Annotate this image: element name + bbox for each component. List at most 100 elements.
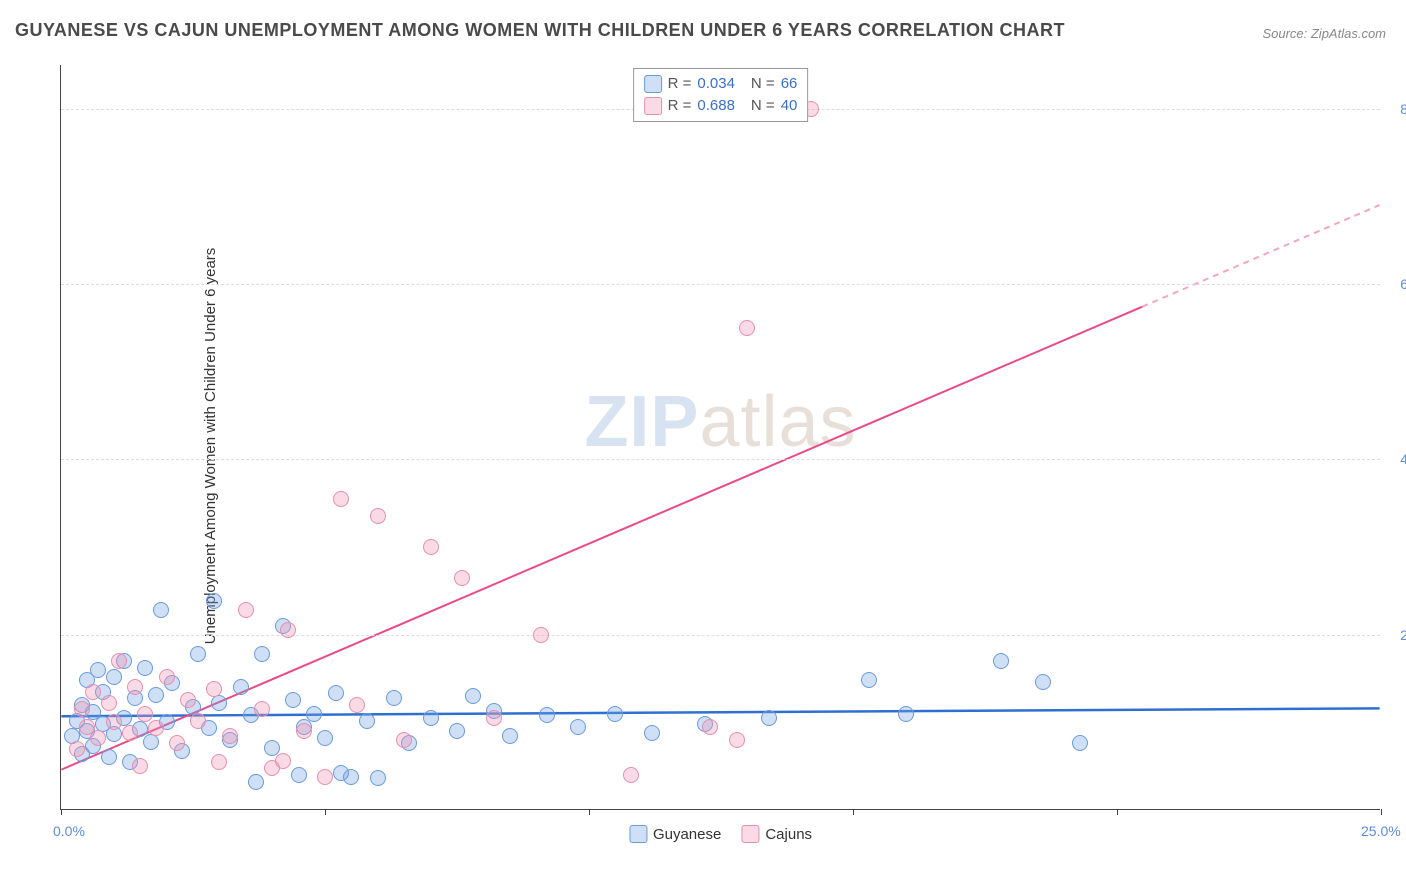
x-tick (1381, 809, 1382, 815)
legend-label: Cajuns (765, 826, 812, 843)
x-tick-label: 25.0% (1361, 823, 1401, 839)
zipatlas-watermark: ZIPatlas (584, 381, 856, 463)
scatter-point (317, 730, 333, 746)
scatter-point (85, 684, 101, 700)
scatter-point (333, 765, 349, 781)
scatter-point (90, 730, 106, 746)
scatter-point (306, 706, 322, 722)
legend-label: Guyanese (653, 826, 721, 843)
y-tick-label: 20.0% (1385, 627, 1406, 643)
scatter-point (206, 681, 222, 697)
scatter-point (148, 687, 164, 703)
scatter-point (74, 701, 90, 717)
legend-swatch (644, 97, 662, 115)
scatter-point (861, 672, 877, 688)
scatter-point (465, 688, 481, 704)
scatter-point (233, 679, 249, 695)
scatter-point (993, 653, 1009, 669)
scatter-point (291, 767, 307, 783)
y-tick-label: 40.0% (1385, 451, 1406, 467)
scatter-point (222, 728, 238, 744)
stats-legend-row: R =0.688 N = 40 (644, 95, 798, 117)
scatter-point (280, 622, 296, 638)
watermark-sub: atlas (699, 382, 856, 462)
scatter-point (533, 627, 549, 643)
chart-title: GUYANESE VS CAJUN UNEMPLOYMENT AMONG WOM… (15, 20, 1065, 41)
scatter-point (761, 710, 777, 726)
scatter-point (206, 593, 222, 609)
stats-legend: R =0.034 N = 66 R =0.688 N = 40 (633, 68, 809, 122)
scatter-point (898, 706, 914, 722)
x-tick (853, 809, 854, 815)
scatter-point (211, 695, 227, 711)
legend-swatch (741, 825, 759, 843)
r-value: 0.688 (697, 95, 735, 117)
scatter-point (238, 602, 254, 618)
scatter-point (254, 701, 270, 717)
scatter-point (623, 767, 639, 783)
scatter-point (396, 732, 412, 748)
scatter-point (702, 719, 718, 735)
scatter-point (423, 710, 439, 726)
r-label: R = (668, 73, 692, 95)
scatter-point (275, 753, 291, 769)
scatter-point (190, 646, 206, 662)
scatter-point (644, 725, 660, 741)
scatter-point (729, 732, 745, 748)
scatter-point (180, 692, 196, 708)
scatter-point (1035, 674, 1051, 690)
source-attribution: Source: ZipAtlas.com (1262, 26, 1386, 41)
scatter-point (69, 741, 85, 757)
scatter-point (486, 710, 502, 726)
legend-item: Guyanese (629, 825, 721, 843)
scatter-point (285, 692, 301, 708)
legend-item: Cajuns (741, 825, 812, 843)
stats-legend-row: R =0.034 N = 66 (644, 73, 798, 95)
scatter-point (359, 713, 375, 729)
n-label: N = (751, 95, 775, 117)
r-value: 0.034 (697, 73, 735, 95)
scatter-point (211, 754, 227, 770)
scatter-point (137, 706, 153, 722)
watermark-main: ZIP (584, 382, 699, 462)
gridline (61, 635, 1380, 636)
legend-swatch (644, 75, 662, 93)
scatter-point (370, 770, 386, 786)
scatter-point (539, 707, 555, 723)
y-tick-label: 80.0% (1385, 101, 1406, 117)
scatter-point (122, 725, 138, 741)
series-legend: Guyanese Cajuns (629, 825, 812, 843)
scatter-point (1072, 735, 1088, 751)
scatter-point (739, 320, 755, 336)
scatter-point (137, 660, 153, 676)
scatter-point (349, 697, 365, 713)
scatter-point (370, 508, 386, 524)
x-tick-label: 0.0% (53, 823, 85, 839)
y-tick-label: 60.0% (1385, 276, 1406, 292)
scatter-point (190, 713, 206, 729)
scatter-point (317, 769, 333, 785)
legend-swatch (629, 825, 647, 843)
scatter-point (101, 749, 117, 765)
x-tick (61, 809, 62, 815)
scatter-point (570, 719, 586, 735)
n-label: N = (751, 73, 775, 95)
scatter-point (106, 714, 122, 730)
n-value: 66 (781, 73, 798, 95)
x-tick (589, 809, 590, 815)
scatter-point (386, 690, 402, 706)
r-label: R = (668, 95, 692, 117)
scatter-point (169, 735, 185, 751)
scatter-point (159, 669, 175, 685)
scatter-point (132, 758, 148, 774)
scatter-point (90, 662, 106, 678)
scatter-point (454, 570, 470, 586)
scatter-point (296, 723, 312, 739)
chart-svg (61, 65, 1380, 809)
gridline (61, 459, 1380, 460)
scatter-point (423, 539, 439, 555)
scatter-point (101, 695, 117, 711)
plot-area: ZIPatlas R =0.034N =66R =0.688N =40 Guya… (60, 65, 1380, 810)
n-value: 40 (781, 95, 798, 117)
scatter-point (153, 602, 169, 618)
